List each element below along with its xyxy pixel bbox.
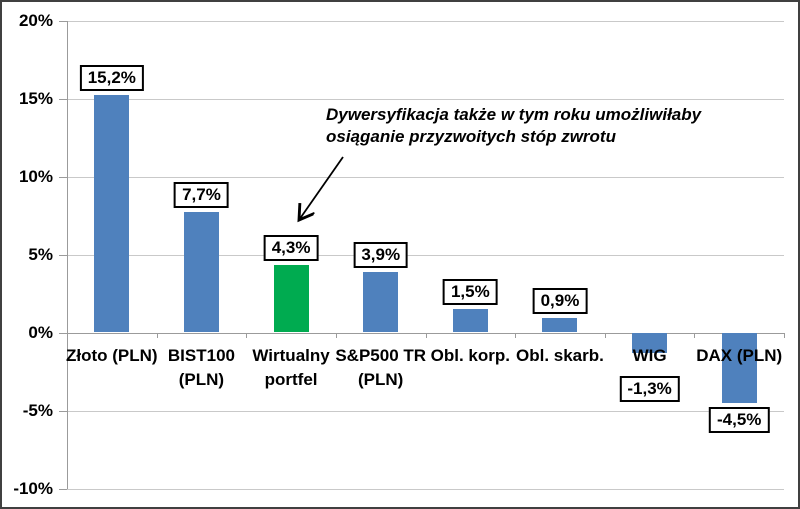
bar-wirtualny-portfel [273, 265, 309, 333]
gridline [67, 20, 784, 22]
x-axis-tick [156, 332, 158, 338]
category-label-line: WIG [632, 346, 667, 365]
category-label-line: S&P500 TR [335, 346, 427, 365]
y-axis-tick [59, 488, 67, 490]
y-axis-tick [59, 332, 67, 334]
category-label-line: Złoto (PLN) [66, 346, 158, 365]
y-axis-label: 10% [18, 166, 53, 186]
category-label-z-oto-pln: Złoto (PLN) [66, 344, 158, 368]
value-label-obl-skarb: 0,9% [532, 288, 588, 315]
x-axis-tick [784, 332, 785, 338]
category-label-line: DAX (PLN) [696, 346, 783, 365]
x-axis-tick [246, 332, 248, 338]
gridline [67, 98, 784, 100]
category-label-line: BIST100 [167, 346, 235, 365]
value-label-bist100-pln: 7,7% [174, 182, 229, 209]
annotation-text: Dywersyfikacja także w tym roku umożliwi… [326, 104, 701, 148]
category-label-line: Obl. korp. [430, 346, 510, 365]
category-label-line: Obl. skarb. [516, 346, 604, 365]
bar-wig [632, 332, 668, 353]
y-axis-tick [59, 176, 67, 178]
y-axis-label: -10% [13, 478, 53, 498]
y-axis-label: 15% [18, 88, 53, 108]
y-axis-label: 5% [28, 244, 53, 264]
category-label-line: Wirtualny [252, 346, 330, 365]
category-label-wig: WIG [633, 344, 667, 368]
bar-dax-pln [721, 332, 757, 403]
bar-z-oto-pln [94, 95, 130, 333]
y-axis-label: 20% [18, 10, 53, 30]
gridline [67, 176, 784, 178]
category-label-dax-pln: DAX (PLN) [696, 344, 782, 368]
category-label-bist100-pln: BIST100 (PLN) [168, 344, 235, 392]
category-label-obl-skarb: Obl. skarb. [516, 344, 604, 368]
category-label-line: portfel [264, 370, 318, 389]
x-axis-tick [67, 332, 68, 338]
y-axis-tick [59, 254, 67, 256]
value-label-dax-pln: -4,5% [708, 406, 770, 433]
value-label-s-p500-tr-pln: 3,9% [353, 241, 409, 268]
value-label-wig: -1,3% [619, 376, 680, 402]
y-axis-tick [59, 98, 67, 100]
value-label-obl-korp: 1,5% [442, 279, 498, 306]
bar-obl-korp [452, 309, 488, 333]
value-label-z-oto-pln: 15,2% [79, 65, 144, 92]
category-label-obl-korp: Obl. korp. [431, 344, 510, 368]
y-axis-tick [59, 20, 67, 22]
y-axis-label: 0% [28, 322, 53, 342]
y-axis-label: -5% [22, 400, 53, 420]
category-label-line: (PLN) [178, 370, 225, 389]
value-label-wirtualny-portfel: 4,3% [263, 235, 319, 262]
category-label-wirtualny-portfel: Wirtualny portfel [252, 344, 329, 392]
annotation-line-1: Dywersyfikacja także w tym roku umożliwi… [326, 105, 702, 124]
x-axis-tick [425, 332, 427, 338]
x-axis-tick [515, 332, 517, 338]
bar-s-p500-tr-pln [363, 271, 399, 333]
x-axis-tick [335, 332, 337, 338]
bar-obl-skarb [542, 318, 578, 333]
x-axis-tick [604, 332, 606, 338]
gridline [67, 488, 784, 490]
x-axis-tick [694, 332, 696, 338]
category-label-s-p500-tr-pln: S&P500 TR (PLN) [335, 344, 426, 392]
bar-bist100-pln [183, 212, 219, 333]
annotation-line-2: osiąganie przyzwoitych stóp zwrotu [326, 127, 616, 146]
y-axis-line [67, 20, 68, 489]
y-axis-tick [59, 410, 67, 412]
gridline [67, 410, 784, 412]
gridline [67, 254, 784, 256]
category-label-line: (PLN) [358, 370, 404, 389]
